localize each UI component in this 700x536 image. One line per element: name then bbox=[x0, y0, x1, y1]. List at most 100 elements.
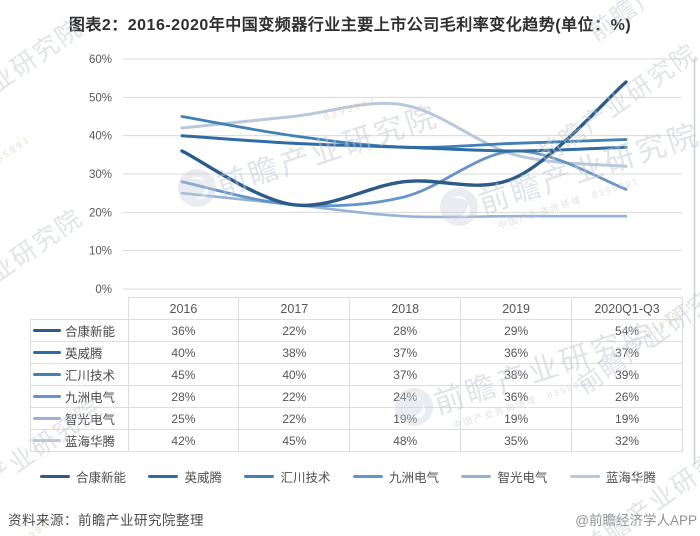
table-row: 九洲电气 28% 22% 24% 36% 26% bbox=[30, 385, 683, 408]
legend-label: 汇川技术 bbox=[280, 471, 331, 485]
source-note: 资料来源：前瞻产业研究院整理 bbox=[8, 513, 204, 528]
table-header-cell: 2018 bbox=[349, 297, 462, 320]
table-value-cell: 19% bbox=[349, 407, 462, 430]
table-value-cell: 19% bbox=[571, 407, 683, 430]
chart-title: 图表2：2016-2020年中国变频器行业主要上市公司毛利率变化趋势(单位：%) bbox=[68, 17, 632, 34]
legend-item: 合康新能 bbox=[40, 467, 126, 486]
table-corner-cell bbox=[30, 297, 129, 320]
y-tick-label: 50% bbox=[89, 92, 112, 104]
series-line-marker-icon bbox=[33, 328, 61, 333]
legend-line-marker-icon bbox=[569, 474, 600, 479]
row-label: 合康新能 bbox=[31, 321, 127, 340]
table-value-cell: 40% bbox=[238, 363, 351, 386]
series-name: 九洲电气 bbox=[65, 391, 116, 405]
table-header-cell: 2019 bbox=[460, 297, 573, 320]
legend-line-marker-icon bbox=[244, 474, 275, 479]
table-value-cell: 25% bbox=[127, 407, 240, 430]
y-tick-label: 0% bbox=[95, 284, 112, 296]
table-row: 英威腾 40% 38% 37% 36% 37% bbox=[30, 341, 683, 364]
y-tick-label: 10% bbox=[89, 246, 112, 258]
y-tick-label: 20% bbox=[89, 207, 112, 219]
legend-label: 蓝海华腾 bbox=[605, 471, 656, 485]
series-line-蓝海华腾 bbox=[180, 101, 628, 168]
legend-item: 英威腾 bbox=[148, 467, 222, 486]
gridlines bbox=[123, 58, 682, 290]
table-value-cell: 24% bbox=[349, 385, 462, 408]
table-value-cell: 37% bbox=[571, 341, 683, 364]
table-value-cell: 39% bbox=[571, 363, 683, 386]
table-value-cell: 36% bbox=[460, 341, 573, 364]
table-value-cell: 38% bbox=[460, 363, 573, 386]
row-label: 汇川技术 bbox=[31, 365, 127, 384]
table-value-cell: 32% bbox=[571, 429, 683, 452]
table-value-cell: 29% bbox=[460, 319, 573, 342]
y-tick-label: 40% bbox=[89, 131, 112, 143]
table-value-cell: 36% bbox=[460, 385, 573, 408]
table-value-cell: 45% bbox=[238, 429, 351, 452]
legend-label: 智光电气 bbox=[497, 471, 548, 485]
table-value-cell: 28% bbox=[127, 385, 240, 408]
row-label-cell: 智光电气 bbox=[30, 407, 129, 430]
table-value-cell: 54% bbox=[571, 319, 683, 342]
table-value-cell: 22% bbox=[238, 407, 351, 430]
table-value-cell: 22% bbox=[238, 319, 351, 342]
table-value-cell: 37% bbox=[349, 363, 462, 386]
series-line-九洲电气 bbox=[180, 149, 628, 208]
row-label-cell: 蓝海华腾 bbox=[30, 429, 129, 452]
series-line-marker-icon bbox=[33, 394, 61, 399]
y-tick-label: 30% bbox=[89, 169, 112, 181]
margin-data-table: 2016 2017 2018 2019 2020Q1-Q3 合康新能 36% 22% 28% 2… bbox=[30, 297, 683, 452]
table-row: 蓝海华腾 42% 45% 48% 35% 32% bbox=[30, 429, 683, 452]
series-name: 合康新能 bbox=[65, 325, 116, 339]
legend-line-marker-icon bbox=[352, 474, 383, 479]
row-label-cell: 九洲电气 bbox=[30, 385, 129, 408]
series-lines bbox=[180, 80, 628, 219]
table-header-row: 2016 2017 2018 2019 2020Q1-Q3 bbox=[30, 297, 683, 320]
table-value-cell: 22% bbox=[238, 385, 351, 408]
legend-line-marker-icon bbox=[461, 474, 492, 479]
legend-item: 汇川技术 bbox=[244, 467, 330, 486]
series-line-marker-icon bbox=[33, 350, 61, 355]
row-label-cell: 英威腾 bbox=[30, 341, 129, 364]
y-tick-label: 60% bbox=[89, 54, 112, 66]
series-name: 汇川技术 bbox=[65, 369, 116, 383]
table-row: 合康新能 36% 22% 28% 29% 54% bbox=[30, 319, 683, 342]
table-value-cell: 37% bbox=[349, 341, 462, 364]
series-line-marker-icon bbox=[33, 438, 61, 443]
chart-legend: 合康新能 英威腾 汇川技术 九洲电气 智光电气 蓝海华腾 bbox=[40, 467, 656, 486]
legend-item: 智光电气 bbox=[461, 467, 547, 486]
legend-label: 合康新能 bbox=[76, 471, 127, 485]
row-label: 英威腾 bbox=[31, 343, 127, 362]
y-axis-tick-labels: 60% 50% 40% 30% 20% 10% 0% bbox=[89, 54, 112, 296]
series-name: 英威腾 bbox=[65, 347, 103, 361]
row-label: 智光电气 bbox=[31, 409, 127, 428]
row-label-cell: 汇川技术 bbox=[30, 363, 129, 386]
row-label-cell: 合康新能 bbox=[30, 319, 129, 342]
table-row: 智光电气 25% 22% 19% 19% 19% bbox=[30, 407, 683, 430]
footer: 资料来源：前瞻产业研究院整理 @前瞻经济学人APP bbox=[8, 509, 697, 529]
legend-item: 蓝海华腾 bbox=[569, 467, 656, 486]
table-value-cell: 26% bbox=[571, 385, 683, 408]
series-name: 蓝海华腾 bbox=[65, 435, 116, 449]
table-header-cell: 2016 bbox=[127, 297, 240, 320]
table-value-cell: 42% bbox=[127, 429, 240, 452]
table-header: 2016 2017 2018 2019 2020Q1-Q3 bbox=[30, 297, 683, 320]
brand-note: @前瞻经济学人APP bbox=[575, 513, 697, 528]
trend-line-chart: 60% 50% 40% 30% 20% 10% 0% bbox=[89, 54, 696, 300]
legend-label: 英威腾 bbox=[184, 471, 222, 485]
series-line-marker-icon bbox=[33, 372, 61, 377]
table-value-cell: 45% bbox=[127, 363, 240, 386]
table-body: 合康新能 36% 22% 28% 29% 54% 英威腾 40% 38% 37% 36% 37% 汇川技… bbox=[30, 319, 683, 452]
row-label: 蓝海华腾 bbox=[31, 431, 127, 450]
series-line-智光电气 bbox=[180, 191, 628, 219]
table-value-cell: 36% bbox=[127, 319, 240, 342]
legend-line-marker-icon bbox=[40, 474, 70, 479]
table-row: 汇川技术 45% 40% 37% 38% 39% bbox=[30, 363, 683, 386]
table-value-cell: 48% bbox=[349, 429, 462, 452]
table-header-cell: 2020Q1-Q3 bbox=[571, 297, 683, 320]
table-value-cell: 19% bbox=[460, 407, 573, 430]
table-value-cell: 28% bbox=[349, 319, 462, 342]
table-header-cell: 2017 bbox=[238, 297, 351, 320]
table-value-cell: 35% bbox=[460, 429, 573, 452]
